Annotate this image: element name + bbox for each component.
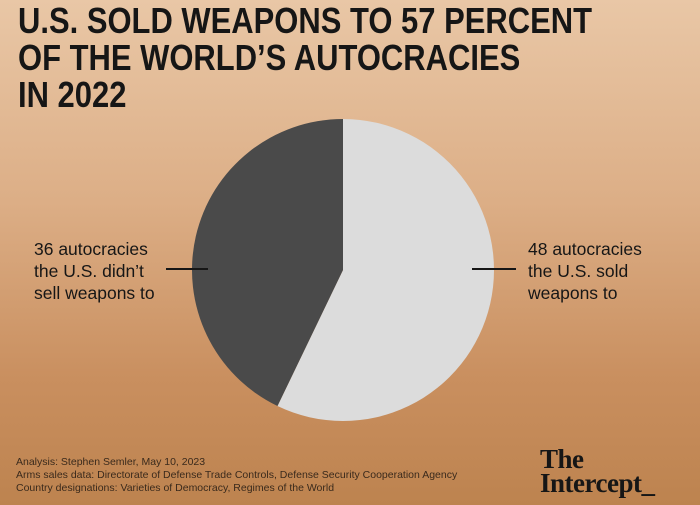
slice-label-line: the U.S. didn’t [34, 261, 144, 281]
slice-label-line: weapons to [528, 283, 618, 303]
chart-title: U.S. SOLD WEAPONS TO 57 PERCENT OF THE W… [18, 2, 594, 113]
title-line: OF THE WORLD’S AUTOCRACIES [18, 37, 521, 78]
slice-label-not-sold: 36 autocracies the U.S. didn’t sell weap… [34, 238, 155, 304]
title-line: IN 2022 [18, 74, 127, 115]
pie-slice-not-sold [192, 119, 343, 407]
the-intercept-logo: The Intercept_ [540, 444, 655, 498]
slice-label-line: 36 autocracies [34, 239, 148, 259]
slice-label-line: the U.S. sold [528, 261, 629, 281]
slice-label-line: sell weapons to [34, 283, 155, 303]
slice-label-line: 48 autocracies [528, 239, 642, 259]
source-line: Analysis: Stephen Semler, May 10, 2023 [16, 456, 206, 468]
source-line: Country designations: Varieties of Democ… [16, 482, 335, 494]
title-line: U.S. SOLD WEAPONS TO 57 PERCENT [18, 0, 593, 41]
source-notes: Analysis: Stephen Semler, May 10, 2023 A… [16, 456, 457, 495]
slice-label-sold: 48 autocracies the U.S. sold weapons to [528, 238, 642, 304]
pie-slice-sold [277, 119, 495, 421]
logo-line: The [540, 444, 584, 474]
source-line: Arms sales data: Directorate of Defense … [16, 469, 458, 481]
logo-line: Intercept_ [540, 468, 655, 498]
